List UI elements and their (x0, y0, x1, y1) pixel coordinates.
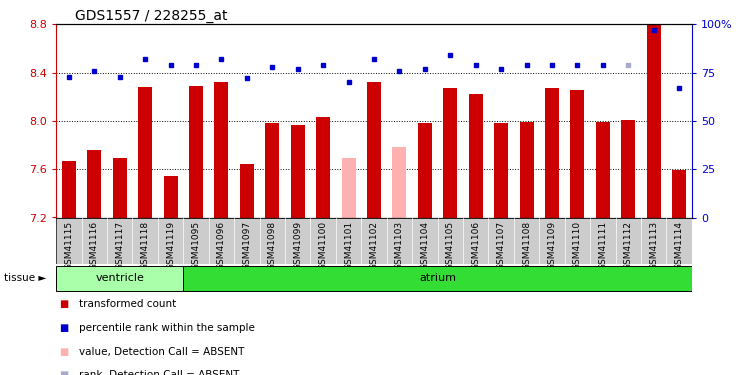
Bar (164, 177, 177, 218)
Text: GSM41100: GSM41100 (319, 221, 328, 270)
Text: GSM41097: GSM41097 (242, 221, 251, 270)
Text: ■: ■ (59, 323, 68, 333)
Text: GSM41102: GSM41102 (370, 221, 378, 270)
Bar (520, 122, 533, 218)
Bar (596, 122, 610, 218)
Text: GSM41101: GSM41101 (344, 221, 353, 270)
Text: GSM41114: GSM41114 (675, 221, 684, 270)
Bar (545, 88, 559, 218)
Text: GSM41117: GSM41117 (115, 221, 124, 270)
Text: GSM41096: GSM41096 (217, 221, 226, 270)
Bar (494, 123, 508, 218)
Text: GSM41115: GSM41115 (64, 221, 73, 270)
Bar (183, 266, 692, 291)
Text: GSM41112: GSM41112 (624, 221, 633, 270)
Bar (367, 82, 381, 218)
Text: GSM41109: GSM41109 (548, 221, 557, 270)
Bar (189, 86, 203, 218)
Text: GSM41103: GSM41103 (395, 221, 404, 270)
Text: ventricle: ventricle (95, 273, 144, 284)
Text: transformed count: transformed count (79, 299, 176, 309)
Text: ■: ■ (59, 370, 68, 375)
Bar (571, 90, 584, 218)
Text: percentile rank within the sample: percentile rank within the sample (79, 323, 254, 333)
Bar (291, 124, 304, 217)
Text: GSM41111: GSM41111 (598, 221, 607, 270)
Text: GSM41107: GSM41107 (497, 221, 506, 270)
Text: GSM41098: GSM41098 (268, 221, 277, 270)
Text: GSM41099: GSM41099 (293, 221, 302, 270)
Text: GSM41104: GSM41104 (420, 221, 429, 270)
Text: tissue ►: tissue ► (4, 273, 46, 283)
Text: rank, Detection Call = ABSENT: rank, Detection Call = ABSENT (79, 370, 239, 375)
Text: GSM41106: GSM41106 (471, 221, 480, 270)
Text: GSM41118: GSM41118 (141, 221, 150, 270)
Text: GSM41113: GSM41113 (649, 221, 658, 270)
Bar (342, 158, 355, 218)
Bar (647, 21, 660, 217)
Bar (418, 123, 432, 218)
Bar (138, 87, 152, 218)
Text: ■: ■ (59, 348, 68, 357)
Text: GSM41108: GSM41108 (522, 221, 531, 270)
Text: GSM41095: GSM41095 (191, 221, 200, 270)
Text: GDS1557 / 228255_at: GDS1557 / 228255_at (75, 9, 227, 23)
Text: atrium: atrium (419, 273, 456, 284)
Bar (444, 88, 457, 218)
Bar (215, 82, 228, 218)
Bar (622, 120, 635, 218)
Bar (62, 161, 76, 218)
Bar (469, 94, 482, 218)
Text: GSM41119: GSM41119 (166, 221, 175, 270)
Bar (113, 158, 126, 218)
Bar (56, 266, 183, 291)
Bar (316, 117, 330, 218)
Text: ■: ■ (59, 299, 68, 309)
Bar (266, 123, 279, 218)
Bar (88, 150, 101, 217)
Text: GSM41116: GSM41116 (90, 221, 99, 270)
Bar (672, 170, 686, 217)
Bar (240, 164, 254, 218)
Bar (393, 147, 406, 218)
Text: GSM41105: GSM41105 (446, 221, 455, 270)
Text: value, Detection Call = ABSENT: value, Detection Call = ABSENT (79, 348, 244, 357)
Text: GSM41110: GSM41110 (573, 221, 582, 270)
